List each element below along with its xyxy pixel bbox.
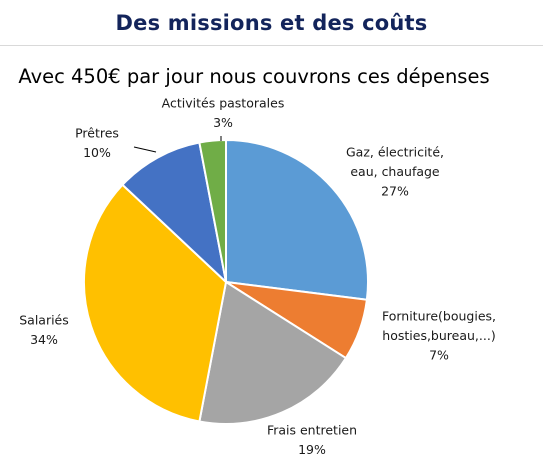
slice-label-line: Salariés bbox=[19, 312, 69, 327]
slice-label: Gaz, électricité, eau, chaufage 27% bbox=[346, 145, 444, 199]
slice-label-line: Forniture(bougies, bbox=[382, 309, 496, 324]
slice-labels: Gaz, électricité, eau, chaufage 27% Fornitu… bbox=[19, 95, 496, 457]
slice-label: Activités pastorales 3% bbox=[162, 95, 285, 130]
header-divider bbox=[0, 45, 543, 46]
pie-slices bbox=[83, 139, 369, 425]
slice-percent: 27% bbox=[381, 184, 409, 199]
slice-label-line: Prêtres bbox=[75, 125, 119, 140]
slice-label-line: hosties,bureau,...) bbox=[382, 328, 495, 343]
slice-percent: 3% bbox=[213, 115, 233, 130]
slice-label-line: Gaz, électricité, bbox=[346, 145, 444, 160]
slice-label-line: Activités pastorales bbox=[162, 95, 285, 110]
page-title: Des missions et des coûts bbox=[115, 11, 428, 35]
pie-slice bbox=[83, 183, 227, 423]
page-header: Des missions et des coûts bbox=[0, 0, 543, 46]
leader-line bbox=[133, 146, 157, 153]
leader-lines bbox=[133, 136, 222, 153]
pie-slice bbox=[198, 281, 347, 425]
slice-label: Prêtres 10% bbox=[75, 125, 119, 160]
slice-label: Forniture(bougies, hosties,bureau,...) 7% bbox=[382, 309, 496, 363]
slice-label: Frais entretien 19% bbox=[267, 422, 357, 457]
slice-percent: 19% bbox=[298, 442, 326, 457]
slice-percent: 10% bbox=[83, 145, 111, 160]
slice-label: Salariés 34% bbox=[19, 312, 69, 347]
slice-percent: 34% bbox=[30, 332, 58, 347]
slice-label-line: eau, chaufage bbox=[350, 164, 440, 179]
chart-title: Avec 450€ par jour nous couvrons ces dép… bbox=[18, 65, 489, 88]
pie-slice bbox=[225, 139, 369, 301]
slice-label-line: Frais entretien bbox=[267, 422, 357, 437]
pie-slice bbox=[121, 141, 227, 283]
pie-slice bbox=[198, 139, 227, 283]
slice-percent: 7% bbox=[429, 348, 449, 363]
